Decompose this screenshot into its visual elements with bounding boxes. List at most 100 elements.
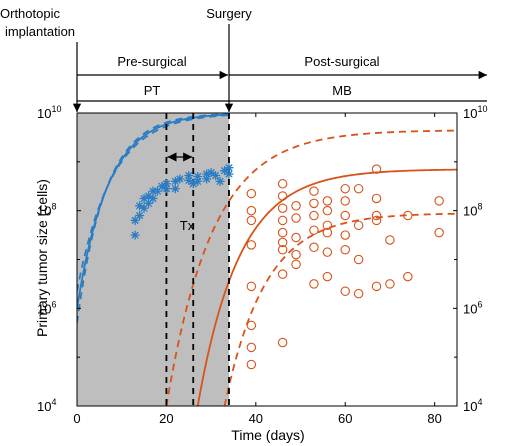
y-tick-label-right: 106 xyxy=(463,299,482,316)
y-tick-exponent: 6 xyxy=(477,299,482,309)
mb-data-point xyxy=(291,201,301,211)
x-axis-label: Time (days) xyxy=(231,427,304,443)
mb-data-point xyxy=(385,279,395,289)
fit-curve-mb_mean xyxy=(196,168,457,406)
pt-point-stroke xyxy=(220,166,229,175)
mb-data-point xyxy=(291,249,301,260)
mb-data-point xyxy=(340,286,350,296)
mb-data-point xyxy=(246,359,257,370)
fit-curve-pt_lower xyxy=(77,113,230,324)
pt-point-stroke xyxy=(225,164,233,172)
fit-curve-pt_upper xyxy=(77,114,230,292)
mb-data-point xyxy=(246,215,257,226)
mb-data-point xyxy=(322,205,333,216)
pt-label: PT xyxy=(144,83,161,98)
mb-data-point xyxy=(277,227,288,238)
mb-data-point xyxy=(246,281,257,292)
pt-data-point xyxy=(135,211,145,221)
y-tick-exponent: 10 xyxy=(477,104,487,114)
mb-data-point xyxy=(322,220,333,231)
pt-data-point xyxy=(224,169,234,179)
pt-point-stroke xyxy=(194,177,202,186)
pt-point-stroke xyxy=(225,170,233,178)
mb-data-point xyxy=(309,198,319,209)
x-tick-label: 20 xyxy=(159,411,173,426)
y-tick-exponent: 4 xyxy=(477,397,482,407)
x-tick-label: 60 xyxy=(338,411,352,426)
surgery-label: Surgery xyxy=(206,6,252,21)
mb-data-point xyxy=(340,183,350,194)
pt-point-stroke xyxy=(135,211,144,220)
pt-point-stroke xyxy=(149,194,157,203)
fit-curve-mb_lower xyxy=(223,212,457,406)
y-tick-label-right: 108 xyxy=(463,202,482,219)
mb-data-point xyxy=(322,196,333,206)
pt-data-point xyxy=(184,171,194,181)
mb-data-point xyxy=(246,188,257,199)
mb-data-point xyxy=(371,210,382,221)
mb-data-point xyxy=(291,213,301,223)
mb-data-point xyxy=(340,230,350,240)
pt-data-point xyxy=(130,230,140,240)
pt-point-stroke xyxy=(211,171,220,180)
pt-point-stroke xyxy=(216,177,224,186)
mb-data-point xyxy=(340,196,350,206)
pt-data-point xyxy=(170,184,180,194)
y-tick-label-left: 104 xyxy=(37,397,56,414)
mb-data-point xyxy=(291,259,301,270)
mb-data-point xyxy=(246,240,257,250)
x-tick-label: 80 xyxy=(427,411,441,426)
mb-data-point xyxy=(309,225,319,235)
y-axis-label: Primary tumor size (cells) xyxy=(34,179,50,337)
fit-curve-mb_upper xyxy=(165,129,457,406)
mb-data-point xyxy=(309,279,319,289)
pt-point-stroke xyxy=(131,231,139,239)
pt-data-point xyxy=(193,176,203,186)
pt-point-stroke xyxy=(135,202,144,210)
mb-data-point xyxy=(353,254,364,265)
mb-data-point xyxy=(277,179,288,189)
mb-data-point xyxy=(277,215,288,226)
clipped-content xyxy=(77,113,457,406)
mb-data-point xyxy=(322,271,333,282)
pt-data-point xyxy=(193,171,203,181)
mb-data-point xyxy=(246,320,257,331)
mb-data-point xyxy=(309,210,319,221)
orthotopic-label-line2: implantation xyxy=(5,24,75,39)
pt-data-point xyxy=(202,174,212,184)
pt-point-stroke xyxy=(176,175,184,183)
y-tick-label-left: 1010 xyxy=(37,104,61,121)
x-tick-label: 0 xyxy=(73,411,80,426)
mb-data-point xyxy=(277,244,288,255)
y-tick-label-right: 104 xyxy=(463,397,482,414)
pt-data-point xyxy=(224,163,234,173)
mb-data-point xyxy=(277,237,288,248)
x-tick-label: 40 xyxy=(249,411,263,426)
mb-data-point xyxy=(309,242,319,253)
y-tick-label-right: 1010 xyxy=(463,104,487,121)
mb-data-point xyxy=(371,215,382,226)
mb-data-point xyxy=(385,235,395,245)
pt-point-stroke xyxy=(207,168,215,177)
pt-point-stroke xyxy=(203,175,211,183)
pt-point-stroke xyxy=(185,171,193,180)
mb-data-point xyxy=(353,288,364,299)
pt-point-stroke xyxy=(171,185,179,193)
orthotopic-label-line1: Orthotopic xyxy=(0,6,60,21)
mb-data-point xyxy=(403,210,413,221)
mb-data-point xyxy=(353,183,364,194)
mb-data-point xyxy=(277,337,288,348)
pt-data-point xyxy=(161,179,171,189)
mb-data-point xyxy=(277,269,288,279)
pt-data-point xyxy=(215,176,225,186)
mb-data-point xyxy=(322,227,333,238)
pt-data-point xyxy=(211,171,221,181)
mb-data-point xyxy=(291,232,301,243)
y-tick-exponent: 4 xyxy=(51,397,56,407)
mb-data-point xyxy=(371,193,382,204)
mb-data-point xyxy=(353,220,364,231)
pt-data-point xyxy=(175,174,185,184)
mb-data-point xyxy=(371,164,382,174)
tx-label: Tx xyxy=(180,218,195,233)
